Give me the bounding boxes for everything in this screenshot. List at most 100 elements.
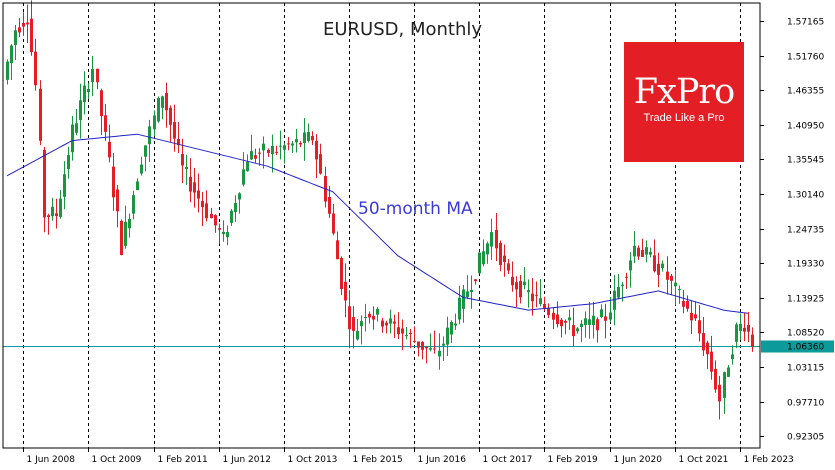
candle-body [287, 143, 290, 145]
y-tick-label: 1.19330 [787, 260, 824, 270]
candle-body [275, 151, 278, 153]
candle-body [527, 290, 530, 293]
x-tick-label: 1 Oct 2013 [288, 455, 338, 465]
candle-body [132, 195, 135, 214]
candle-body [234, 202, 237, 213]
candle-body [690, 312, 693, 321]
x-tick-label: 1 Jun 2016 [418, 455, 467, 465]
y-tick-label: 0.97710 [787, 399, 824, 409]
candle-body [637, 247, 640, 257]
candle-body [83, 85, 86, 103]
y-tick-label: 1.13925 [787, 295, 824, 305]
candle-body [450, 322, 453, 335]
candle-body [63, 174, 66, 197]
y-tick-label: 0.92305 [787, 433, 824, 443]
x-tick-label: 1 Feb 2015 [353, 455, 403, 465]
candle-body [120, 220, 123, 256]
candle-body [75, 123, 78, 133]
candle-body [376, 308, 379, 315]
plot-frame [2, 2, 761, 449]
y-tick-label: 1.51760 [787, 53, 824, 63]
candle-body [352, 317, 355, 331]
candle-body [197, 190, 200, 199]
y-tick-label: 1.24735 [787, 226, 824, 236]
candle-body [718, 384, 721, 402]
candle-body [161, 96, 164, 108]
candle-body [584, 318, 587, 326]
candle-body [458, 297, 461, 320]
y-tick-label: 1.30140 [787, 191, 824, 201]
candle-body [116, 189, 119, 212]
candle-body [91, 69, 94, 82]
x-tick-label: 1 Jun 2008 [27, 455, 76, 465]
candle-body [238, 193, 241, 200]
candle-body [442, 343, 445, 346]
candle-body [609, 312, 612, 320]
candle-body [136, 181, 139, 191]
candle-body [564, 321, 567, 323]
candle-body [311, 135, 314, 141]
candle-body [657, 263, 660, 275]
candle-body [348, 306, 351, 330]
candle-body [739, 323, 742, 331]
candle-body [368, 313, 371, 318]
candle-body [543, 303, 546, 309]
candle-body [678, 289, 681, 291]
x-tick-label: 1 Feb 2023 [744, 455, 794, 465]
candle-body [262, 143, 265, 151]
candle-body [401, 328, 404, 334]
candle-body [214, 215, 217, 226]
candle-body [258, 152, 261, 154]
candle-body [613, 290, 616, 310]
candle-body [385, 322, 388, 326]
candle-body [547, 307, 550, 315]
current-price-label: 1.06360 [787, 343, 824, 353]
chart-title: EURUSD, Monthly [323, 19, 482, 40]
candle-body [104, 115, 107, 132]
candle-body [653, 255, 656, 272]
candle-body [87, 88, 90, 93]
candle-body [710, 351, 713, 372]
candle-body [706, 342, 709, 355]
candle-body [332, 213, 335, 234]
candle-body [254, 155, 257, 159]
candle-body [381, 320, 384, 327]
y-tick-label: 1.03115 [787, 364, 824, 374]
candle-body [421, 341, 424, 350]
candle-body [499, 242, 502, 266]
candle-body [405, 335, 408, 337]
candle-body [462, 289, 465, 309]
candle-body [714, 368, 717, 390]
candle-body [670, 275, 673, 281]
candle-body [201, 200, 204, 208]
candle-body [486, 243, 489, 255]
y-tick-label: 1.08520 [787, 329, 824, 339]
candle-body [124, 221, 127, 246]
candle-body [470, 289, 473, 293]
current-price-box [761, 340, 834, 353]
candle-body [666, 271, 669, 280]
candle-body [425, 346, 428, 349]
candle-body [698, 320, 701, 334]
candle-body [478, 252, 481, 274]
candle-body [474, 279, 477, 282]
candle-body [226, 232, 229, 238]
candle-body [165, 93, 168, 111]
candle-body [629, 260, 632, 271]
candle-body [189, 176, 192, 192]
candle-body [144, 145, 147, 157]
candle-body [572, 325, 575, 337]
candle-body [356, 330, 359, 340]
candle-body [157, 98, 160, 122]
candle-body [751, 334, 754, 347]
candle-body [576, 328, 579, 332]
x-axis: 1 Jun 2008 1 Oct 2009 1 Feb 2011 1 Jun 2012… [23, 448, 794, 465]
y-tick-label: 1.35545 [787, 156, 824, 166]
candle-body [340, 258, 343, 290]
candle-body [507, 263, 510, 271]
candle-body [79, 100, 82, 120]
candle-body [519, 281, 522, 298]
candle-body [417, 341, 420, 348]
candle-body [47, 215, 50, 218]
candle-body [511, 276, 514, 286]
